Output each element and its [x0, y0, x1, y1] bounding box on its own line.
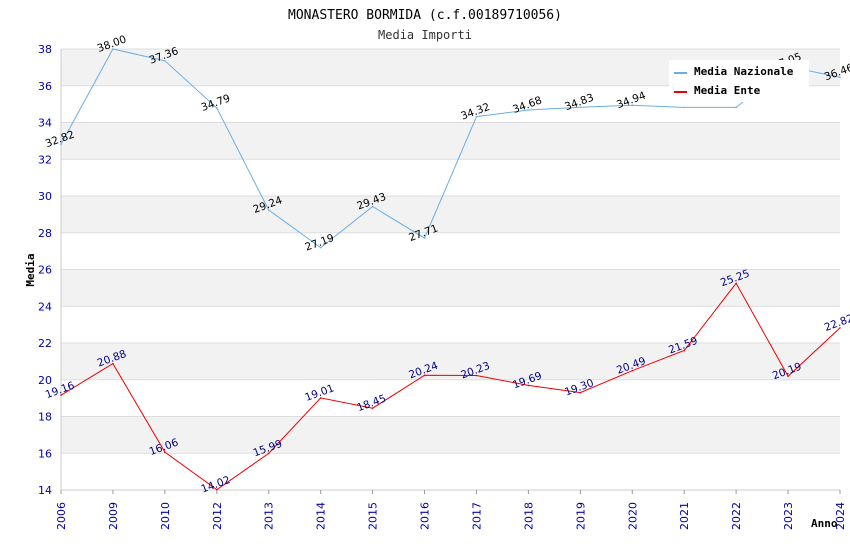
- y-tick-label: 26: [38, 264, 52, 277]
- data-point: [839, 327, 841, 329]
- background-band: [61, 122, 840, 160]
- chart-subtitle: Media Importi: [378, 28, 472, 42]
- x-tick-label: 2010: [159, 502, 172, 530]
- legend-box: [669, 60, 809, 102]
- data-point: [164, 59, 166, 62]
- data-point: [112, 48, 114, 50]
- background-band: [61, 196, 840, 233]
- data-point: [60, 394, 62, 396]
- x-tick-label: 2018: [522, 502, 535, 530]
- chart-title: MONASTERO BORMIDA (c.f.00189710056): [288, 8, 562, 23]
- data-point: [267, 452, 270, 455]
- data-point: [319, 246, 322, 249]
- y-tick-label: 30: [38, 190, 52, 203]
- background-band: [61, 232, 840, 270]
- data-point: [683, 349, 685, 352]
- x-tick-label: 2023: [782, 502, 795, 530]
- data-point: [839, 76, 841, 79]
- data-point: [319, 397, 322, 399]
- y-tick-label: 34: [38, 117, 52, 130]
- y-tick-label: 24: [38, 300, 52, 313]
- legend-label-media-ente: Media Ente: [694, 84, 761, 97]
- background-band: [61, 416, 840, 454]
- background-bands: [61, 49, 840, 490]
- x-tick-label: 2022: [730, 502, 743, 530]
- y-tick-label: 32: [38, 153, 52, 166]
- x-tick-label: 2012: [211, 502, 224, 530]
- x-tick-label: 2021: [678, 502, 691, 530]
- x-axis-label: Anno: [811, 517, 838, 530]
- y-tick-label: 16: [38, 447, 52, 460]
- legend: Media Nazionale Media Ente: [669, 60, 809, 102]
- data-point: [112, 362, 114, 365]
- data-point: [267, 209, 270, 211]
- data-point: [475, 374, 478, 377]
- background-band: [61, 306, 840, 343]
- y-tick-label: 28: [38, 227, 52, 240]
- x-tick-label: 2020: [626, 502, 639, 530]
- background-band: [61, 453, 840, 490]
- data-point: [787, 375, 789, 378]
- x-tick-label: 2013: [263, 502, 276, 530]
- data-point: [631, 369, 634, 372]
- data-point: [527, 109, 530, 111]
- x-tick-label: 2016: [419, 502, 432, 530]
- data-point: [735, 282, 737, 285]
- data-point: [579, 391, 582, 394]
- background-band: [61, 269, 840, 307]
- x-tick-label: 2017: [470, 502, 483, 530]
- x-tick-labels: 2006 2009 2010 2012 2013 2014 2015 2016 2017 2018…: [55, 502, 847, 530]
- data-point: [371, 205, 374, 208]
- data-point: [216, 488, 218, 491]
- data-point: [371, 407, 374, 410]
- x-tick-label: 2019: [574, 502, 587, 530]
- background-band: [61, 379, 840, 417]
- data-point: [683, 106, 685, 109]
- background-band: [61, 343, 840, 380]
- data-point: [60, 143, 62, 145]
- y-axis-label: Media: [24, 253, 37, 286]
- y-tick-label: 20: [38, 374, 52, 387]
- data-point: [527, 384, 530, 387]
- x-tick-label: 2006: [55, 502, 68, 530]
- axes: [60, 49, 841, 494]
- y-tick-label: 22: [38, 337, 52, 350]
- data-point: [423, 237, 426, 239]
- y-tick-label: 36: [38, 80, 52, 93]
- data-point: [579, 106, 582, 109]
- y-tick-labels: 14 16 18 20 22 24 26 28 30 32 34 36 38: [38, 43, 52, 497]
- x-tick-label: 2014: [315, 502, 328, 530]
- data-point: [475, 115, 478, 118]
- data-point: [216, 107, 218, 109]
- y-tick-label: 38: [38, 43, 52, 56]
- x-tick-label: 2015: [367, 502, 380, 530]
- data-point: [631, 104, 634, 107]
- x-tick-label: 2024: [834, 502, 847, 530]
- y-tick-label: 14: [38, 484, 52, 497]
- series-line-0: [60, 48, 841, 249]
- x-tick-label: 2009: [107, 502, 120, 530]
- data-point: [164, 451, 166, 453]
- data-point: [423, 374, 426, 377]
- legend-label-media-nazionale: Media Nazionale: [694, 65, 794, 78]
- y-tick-label: 18: [38, 411, 52, 424]
- series-lines: [60, 48, 841, 491]
- series-line-1: [60, 282, 841, 491]
- data-point: [735, 106, 737, 109]
